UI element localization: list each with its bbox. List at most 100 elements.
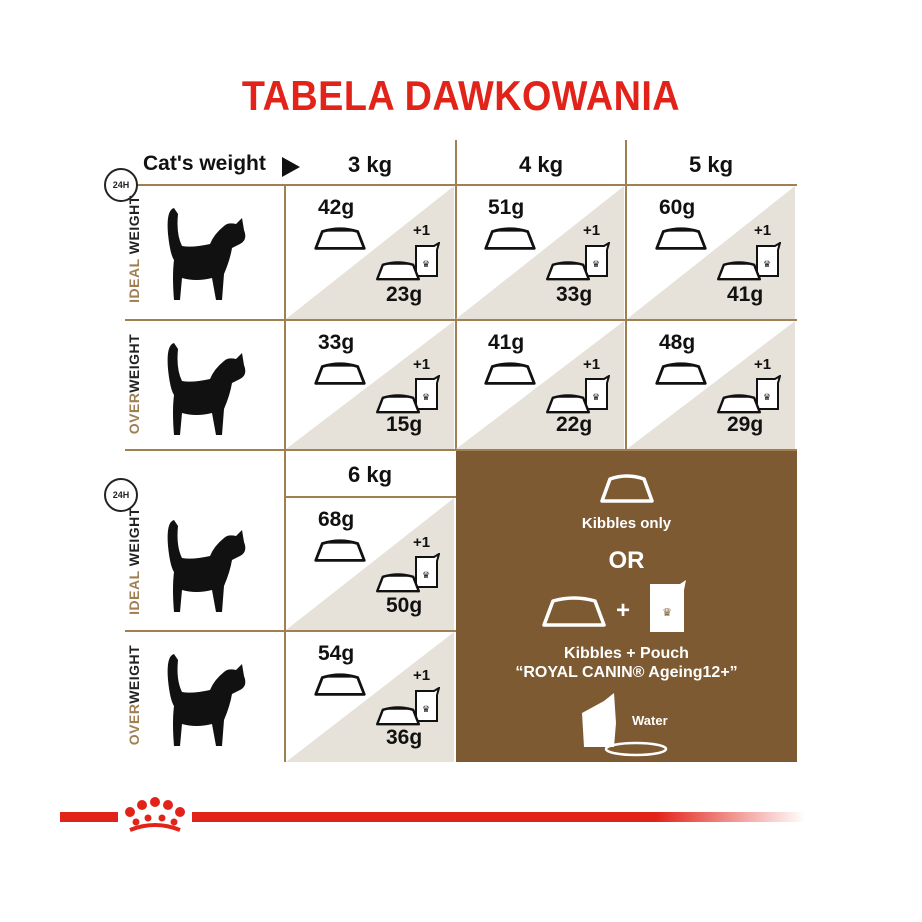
dose-cell: 41g +1 ♛ 22g (456, 321, 624, 449)
royal-canin-crown-logo (118, 796, 192, 840)
plus-one-label: +1 (413, 533, 431, 551)
bowl-icon (715, 260, 763, 287)
bowl-icon (715, 393, 763, 420)
kibbles-only-dose: 41g (488, 331, 525, 354)
cat-silhouette-icon (152, 516, 262, 621)
svg-text:♛: ♛ (592, 392, 600, 402)
bowl-icon (544, 393, 592, 420)
dose-cell: 54g +1 ♛ 36g (286, 632, 454, 762)
plus-one-label: +1 (754, 221, 772, 239)
kibbles-only-dose: 60g (659, 196, 696, 219)
mixed-kibbles-dose: 36g (386, 726, 423, 749)
divider (284, 184, 286, 450)
mixed-kibbles-dose: 41g (727, 283, 764, 306)
mixed-kibbles-dose: 29g (727, 413, 764, 436)
plus-one-label: +1 (754, 355, 772, 373)
row-label-over-weight: OVERWEIGHT (126, 333, 142, 435)
bowl-icon (600, 474, 654, 503)
row-label-ideal-weight: IDEAL WEIGHT (126, 195, 142, 303)
kibbles-only-dose: 54g (318, 642, 355, 665)
weight-header-4kg: 4 kg (518, 152, 564, 177)
bowl-icon (374, 393, 422, 420)
kibbles-only-dose: 48g (659, 331, 696, 354)
plus-one-label: +1 (583, 355, 601, 373)
weight-header-5kg: 5 kg (688, 152, 734, 177)
plus-label: + (616, 597, 631, 624)
kibbles-only-dose: 33g (318, 331, 355, 354)
bowl-icon (544, 260, 592, 287)
mixed-kibbles-dose: 22g (556, 413, 593, 436)
mixed-kibbles-dose: 33g (556, 283, 593, 306)
plus-one-label: +1 (413, 221, 431, 239)
svg-text:♛: ♛ (422, 259, 430, 269)
bowl-icon (374, 260, 422, 287)
bowl-icon (312, 361, 368, 391)
dose-cell: 68g +1 ♛ 50g (286, 498, 454, 630)
weight-header-6kg: 6 kg (347, 462, 393, 487)
row-label-over-weight: OVERWEIGHT (126, 644, 142, 746)
divider (625, 140, 627, 450)
svg-text:♛: ♛ (662, 607, 672, 619)
svg-text:♛: ♛ (763, 259, 771, 269)
legend-panel: Kibbles only OR + ♛ Kibbles + Pouch “ROY… (456, 451, 797, 762)
svg-text:♛: ♛ (422, 392, 430, 402)
svg-text:♛: ♛ (422, 570, 430, 580)
bowl-icon (374, 705, 422, 732)
mixed-kibbles-dose: 23g (386, 283, 423, 306)
row-label-ideal-weight: IDEAL WEIGHT (126, 507, 142, 615)
shade-triangle (286, 186, 454, 319)
dose-cell: 51g +1 ♛ 33g (456, 186, 624, 319)
divider (285, 496, 456, 498)
bowl-icon (653, 226, 709, 256)
bowl-icon (482, 361, 538, 391)
divider (125, 319, 797, 321)
shade-triangle (456, 186, 624, 319)
mixed-kibbles-dose: 15g (386, 413, 423, 436)
dose-cell: 42g +1 ♛ 23g (286, 186, 454, 319)
cat-silhouette-icon (152, 204, 262, 309)
arrow-right-icon (282, 157, 300, 177)
divider (125, 630, 456, 632)
shade-triangle (286, 632, 454, 762)
bowl-icon (312, 226, 368, 256)
clock-24h-icon: 24H (104, 168, 138, 202)
bowl-icon (653, 361, 709, 391)
divider (125, 449, 797, 451)
dose-cell: 48g +1 ♛ 29g (627, 321, 795, 449)
kibbles-pouch-label: Kibbles + Pouch (564, 645, 689, 662)
product-name: “ROYAL CANIN® Ageing12+” (515, 664, 738, 681)
svg-text:♛: ♛ (592, 259, 600, 269)
cat-silhouette-icon (152, 339, 262, 444)
bowl-icon (542, 596, 606, 627)
weight-header-3kg: 3 kg (347, 152, 393, 177)
kibbles-only-dose: 42g (318, 196, 355, 219)
bowl-icon (374, 572, 422, 599)
shade-triangle (286, 498, 454, 630)
footer-line (60, 812, 805, 822)
svg-text:♛: ♛ (763, 392, 771, 402)
cats-weight-label: Cat's weight (143, 152, 266, 175)
kibbles-only-dose: 51g (488, 196, 525, 219)
plus-one-label: +1 (413, 667, 431, 685)
shade-triangle (286, 321, 454, 449)
water-icon (582, 693, 668, 757)
shade-triangle (627, 321, 795, 449)
page-title: TABELA DAWKOWANIA (241, 72, 681, 119)
plus-one-label: +1 (413, 355, 431, 373)
shade-triangle (456, 321, 624, 449)
svg-text:♛: ♛ (422, 704, 430, 714)
mixed-kibbles-dose: 50g (386, 594, 423, 617)
bowl-icon (312, 672, 368, 702)
kibbles-only-label: Kibbles only (581, 515, 672, 532)
dose-cell: 33g +1 ♛ 15g (286, 321, 454, 449)
dose-cell: 60g +1 ♛ 41g (627, 186, 795, 319)
pouch-icon: ♛ (650, 580, 686, 632)
bowl-icon (312, 538, 368, 568)
plus-one-label: +1 (583, 221, 601, 239)
divider (284, 449, 286, 762)
kibbles-only-dose: 68g (318, 508, 355, 531)
cat-silhouette-icon (152, 650, 262, 755)
divider (455, 140, 457, 450)
shade-triangle (627, 186, 795, 319)
